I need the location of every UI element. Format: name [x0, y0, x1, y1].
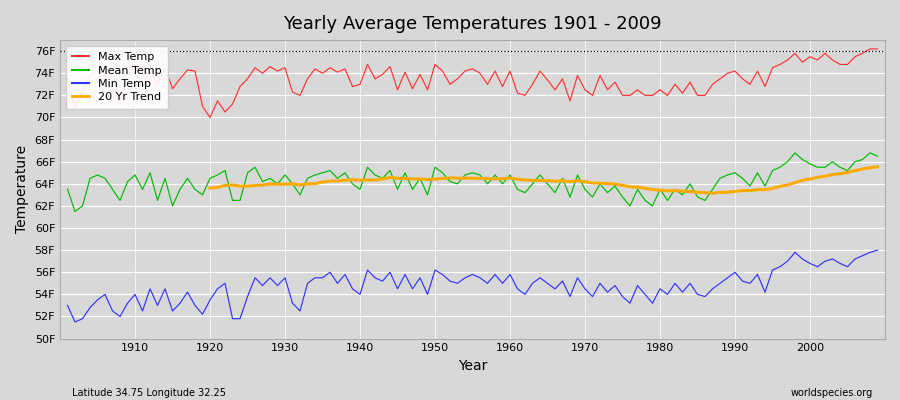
Title: Yearly Average Temperatures 1901 - 2009: Yearly Average Temperatures 1901 - 2009 — [284, 15, 662, 33]
X-axis label: Year: Year — [458, 359, 487, 373]
Y-axis label: Temperature: Temperature — [15, 145, 29, 234]
Text: Latitude 34.75 Longitude 32.25: Latitude 34.75 Longitude 32.25 — [72, 388, 226, 398]
Legend: Max Temp, Mean Temp, Min Temp, 20 Yr Trend: Max Temp, Mean Temp, Min Temp, 20 Yr Tre… — [66, 46, 168, 109]
Text: worldspecies.org: worldspecies.org — [791, 388, 873, 398]
